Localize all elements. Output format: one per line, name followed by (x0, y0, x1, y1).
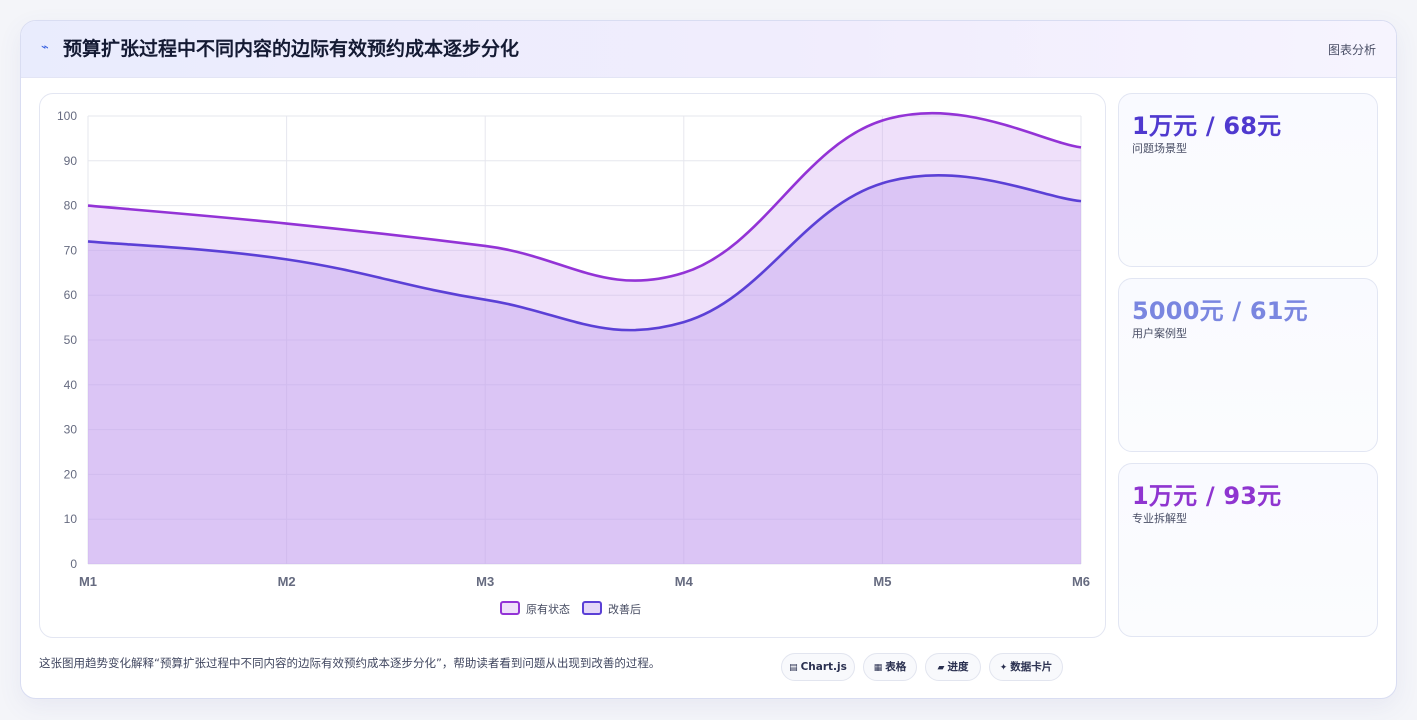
progress-pill[interactable]: ▰ 进度 (925, 653, 981, 681)
y-tick-label: 30 (64, 423, 78, 437)
legend-swatch (582, 601, 602, 615)
progress-icon: ▰ (937, 663, 945, 673)
table-icon: ▦ (873, 663, 883, 673)
series-area-0 (88, 113, 1081, 564)
chart-description: 这张图用趋势变化解释“预算扩张过程中不同内容的边际有效预约成本逐步分化”，帮助读… (39, 656, 661, 670)
x-tick-label: M6 (1072, 574, 1090, 589)
y-tick-label: 20 (64, 467, 78, 481)
stat-card-problem-scenario: 1万元 / 68元 问题场景型 (1118, 93, 1378, 267)
chart-panel: 0 10 20 30 40 50 60 70 80 90 100 M1 M2 M3 M4 M5 M6 原有状态 改善… (39, 93, 1106, 638)
x-tick-label: M1 (79, 574, 97, 589)
x-tick-label: M2 (278, 574, 296, 589)
stat-value: 5000元 / 61元 (1132, 297, 1308, 325)
table-pill[interactable]: ▦ 表格 (863, 653, 917, 681)
y-tick-label: 50 (64, 333, 78, 347)
y-tick-label: 80 (64, 199, 78, 213)
y-tick-label: 70 (64, 243, 78, 257)
x-tick-label: M5 (873, 574, 891, 589)
chart-icon: ▤ (789, 663, 798, 673)
stat-value: 1万元 / 93元 (1132, 482, 1282, 510)
chartjs-pill[interactable]: ▤ Chart.js (781, 653, 855, 681)
pill-label: 进度 (947, 661, 969, 673)
pill-label: 表格 (885, 661, 907, 673)
card-header: ⌁ 预算扩张过程中不同内容的边际有效预约成本逐步分化 图表分析 (21, 21, 1396, 78)
y-tick-label: 100 (57, 109, 77, 123)
stat-value: 1万元 / 68元 (1132, 112, 1282, 140)
stat-card-professional-breakdown: 1万元 / 93元 专业拆解型 (1118, 463, 1378, 637)
y-tick-label: 40 (64, 378, 78, 392)
trend-line-icon: ⌁ (41, 40, 49, 55)
y-tick-label: 0 (70, 557, 77, 571)
series-line-0 (87, 111, 1082, 282)
stat-label: 用户案例型 (1132, 327, 1187, 340)
page-title: 预算扩张过程中不同内容的边际有效预约成本逐步分化 (63, 38, 520, 60)
stat-card-user-case: 5000元 / 61元 用户案例型 (1118, 278, 1378, 452)
series-area-1 (88, 175, 1081, 564)
pill-label: Chart.js (800, 661, 847, 673)
chart-card: ⌁ 预算扩张过程中不同内容的边际有效预约成本逐步分化 图表分析 0 10 20 30 4… (20, 20, 1397, 699)
series-line-1 (87, 174, 1082, 332)
chart-analysis-link[interactable]: 图表分析 (1327, 43, 1376, 57)
stat-label: 专业拆解型 (1132, 512, 1187, 525)
pill-label: 数据卡片 (1010, 661, 1053, 673)
sparkle-icon: ✦ (999, 663, 1008, 673)
x-tick-label: M4 (675, 574, 694, 589)
legend-label: 改善后 (608, 602, 641, 616)
data-card-pill[interactable]: ✦ 数据卡片 (989, 653, 1063, 681)
stat-label: 问题场景型 (1132, 142, 1187, 155)
legend-label: 原有状态 (526, 602, 570, 616)
x-tick-label: M3 (476, 574, 494, 589)
y-tick-label: 10 (64, 512, 78, 526)
y-tick-label: 90 (64, 154, 78, 168)
y-tick-label: 60 (64, 288, 78, 302)
legend-swatch (500, 601, 520, 615)
area-chart: 0 10 20 30 40 50 60 70 80 90 100 M1 M2 M3 M4 M5 M6 原有状态 改善… (57, 109, 1090, 616)
